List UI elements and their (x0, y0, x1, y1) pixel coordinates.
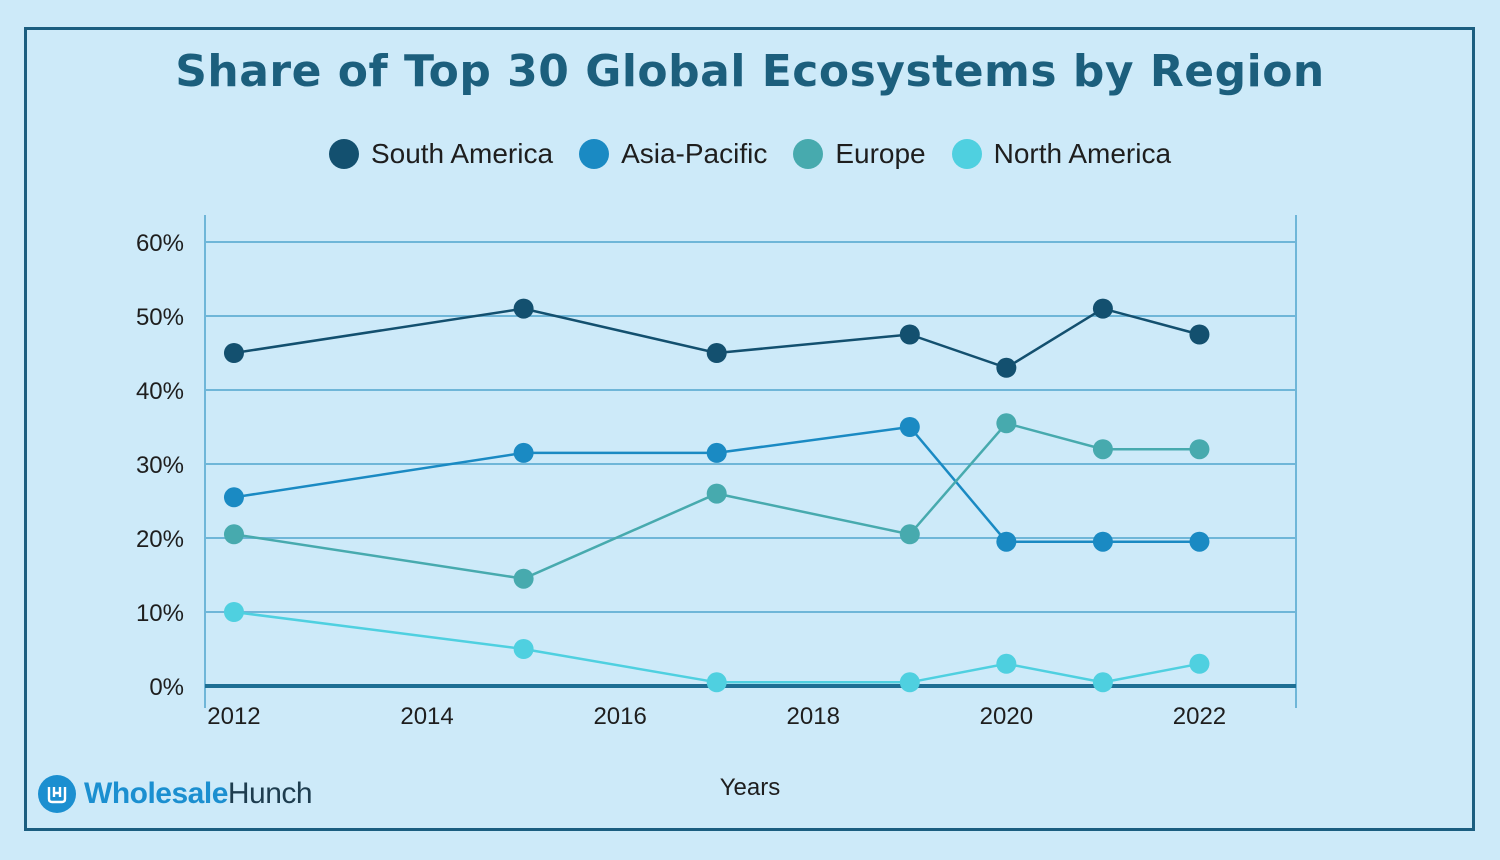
data-point (513, 639, 534, 659)
y-tick-label: 60% (136, 230, 184, 257)
y-tick-label: 20% (136, 526, 184, 553)
x-tick-label: 2016 (593, 703, 646, 730)
chart-title: Share of Top 30 Global Ecosystems by Reg… (175, 46, 1325, 97)
data-point (513, 568, 534, 589)
y-tick-label: 0% (149, 674, 184, 701)
y-tick-label: 30% (136, 452, 184, 479)
data-point (706, 343, 727, 363)
y-tick-label: 10% (136, 600, 184, 627)
data-point (996, 653, 1017, 674)
x-tick-label: 2018 (787, 703, 840, 730)
legend-item-north-america: North America (951, 138, 1172, 170)
brand-name-suffix: Hunch (227, 777, 313, 810)
data-point (996, 413, 1017, 434)
data-point (1189, 324, 1210, 345)
brand-logo: WholesaleHunch (38, 775, 313, 813)
legend-marker (793, 139, 824, 169)
legend-item-south-america: South America (328, 138, 554, 170)
legend-item-europe: Europe (793, 138, 926, 170)
legend-item-asia-pacific: Asia-Pacific (579, 138, 767, 170)
data-point (706, 483, 727, 504)
data-point (513, 442, 534, 463)
brand-logo-text: WholesaleHunch (84, 777, 313, 811)
legend-marker (579, 139, 610, 169)
legend: South America Asia-Pacific Europe North … (0, 138, 1500, 170)
data-point (899, 672, 920, 693)
x-tick-label: 2012 (207, 703, 260, 730)
x-tick-label: 2022 (1173, 703, 1226, 730)
data-point (1092, 531, 1113, 552)
x-axis-title: Years (720, 774, 781, 801)
chart-frame (24, 27, 1475, 831)
data-point (1092, 672, 1113, 693)
data-point (223, 487, 244, 508)
data-point (899, 324, 920, 345)
data-point (223, 343, 244, 363)
legend-label: South America (370, 138, 554, 169)
data-point (899, 524, 920, 545)
data-point (706, 672, 727, 693)
legend-label: Asia-Pacific (621, 138, 768, 169)
data-point (1092, 298, 1113, 319)
data-point (513, 298, 534, 319)
legend-marker (951, 139, 982, 169)
brand-logo-icon (38, 775, 76, 813)
data-point (1092, 439, 1113, 460)
data-point (899, 417, 920, 437)
data-point (223, 602, 244, 622)
legend-marker (328, 139, 359, 169)
brand-name: Wholesale (84, 777, 228, 810)
data-point (1189, 439, 1210, 460)
series-line (233, 610, 1200, 684)
data-point (223, 524, 244, 545)
data-point (706, 442, 727, 463)
x-tick-label: 2014 (400, 703, 453, 730)
y-tick-label: 40% (136, 378, 184, 405)
legend-label: Europe (835, 138, 926, 169)
data-point (996, 357, 1017, 378)
data-point (1189, 653, 1210, 674)
y-tick-label: 50% (136, 304, 184, 331)
legend-label: North America (993, 138, 1172, 169)
x-tick-label: 2020 (980, 703, 1033, 730)
data-point (1189, 531, 1210, 552)
data-point (996, 531, 1017, 552)
